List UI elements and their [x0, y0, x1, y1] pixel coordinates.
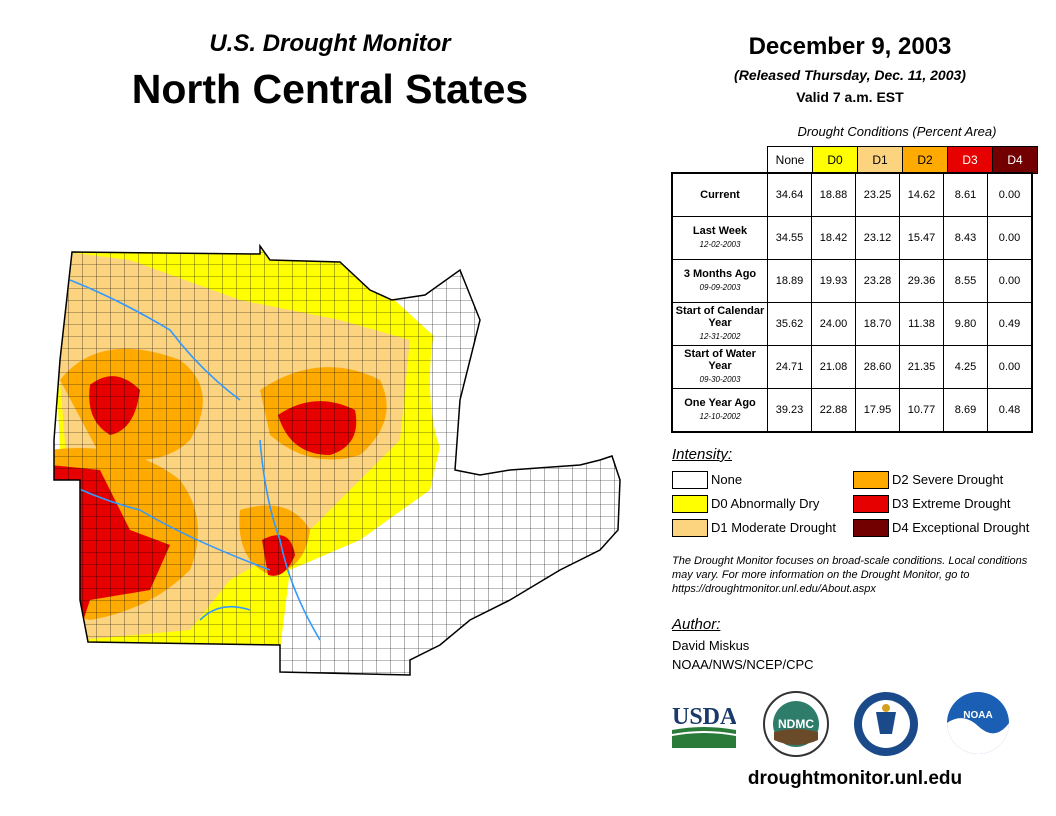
legend-title: Intensity:: [672, 446, 733, 463]
table-row: 3 Months Ago 09-09-2003 18.89 19.93 23.28…: [671, 259, 1033, 303]
row-label: Start of Calendar Year 12-31-2002: [671, 302, 768, 346]
svg-text:USDA: USDA: [672, 704, 736, 730]
legend-label-d1: D1 Moderate Drought: [711, 520, 837, 535]
col-d2: D2: [902, 146, 948, 174]
table-cell: 29.36: [899, 259, 944, 303]
table-cell: 14.62: [899, 172, 944, 217]
author-name: David Miskus: [672, 638, 750, 653]
legend-swatch-d3: [853, 495, 889, 513]
table-row: Start of Water Year 09-30-2003 24.71 21.0…: [671, 345, 1033, 389]
legend-swatch-d4: [853, 519, 889, 537]
ndmc-logo: NDMC: [762, 690, 830, 758]
table-cell: 18.70: [855, 302, 900, 346]
table-cell: 34.55: [767, 216, 812, 260]
legend-swatch-d1: [672, 519, 708, 537]
conditions-header: None D0 D1 D2 D3 D4: [767, 146, 1038, 174]
legend-label-d4: D4 Exceptional Drought: [892, 520, 1030, 535]
legend-label-d3: D3 Extreme Drought: [892, 496, 1011, 511]
svg-text:NOAA: NOAA: [963, 710, 992, 721]
table-cell: 4.25: [943, 345, 988, 389]
table-row: Start of Calendar Year 12-31-2002 35.62 2…: [671, 302, 1033, 346]
author-title: Author:: [672, 616, 721, 633]
doc-seal-logo: [852, 690, 920, 758]
map-subtitle: U.S. Drought Monitor: [209, 30, 451, 57]
table-cell: 18.42: [811, 216, 856, 260]
map-title: North Central States: [131, 66, 529, 112]
table-cell: 0.49: [987, 302, 1033, 346]
table-cell: 34.64: [767, 172, 812, 217]
table-cell: 21.35: [899, 345, 944, 389]
table-cell: 0.00: [987, 259, 1033, 303]
table-cell: 0.48: [987, 388, 1033, 433]
disclaimer-note: The Drought Monitor focuses on broad-sca…: [672, 555, 1028, 595]
table-cell: 8.61: [943, 172, 988, 217]
table-cell: 0.00: [987, 216, 1033, 260]
table-cell: 24.00: [811, 302, 856, 346]
table-cell: 8.55: [943, 259, 988, 303]
row-label: Current: [671, 172, 768, 217]
col-d4: D4: [992, 146, 1038, 174]
row-label: 3 Months Ago 09-09-2003: [671, 259, 768, 303]
noaa-logo: NOAA: [945, 690, 1011, 756]
table-cell: 28.60: [855, 345, 900, 389]
table-row: Current 34.64 18.88 23.25 14.62 8.61 0.0…: [671, 172, 1033, 217]
county-grid: [54, 246, 620, 675]
table-cell: 0.00: [987, 172, 1033, 217]
svg-text:NDMC: NDMC: [778, 717, 814, 731]
table-cell: 9.80: [943, 302, 988, 346]
table-cell: 11.38: [899, 302, 944, 346]
conditions-table: Current 34.64 18.88 23.25 14.62 8.61 0.0…: [671, 172, 1033, 433]
row-label: Last Week 12-02-2003: [671, 216, 768, 260]
col-d1: D1: [857, 146, 903, 174]
rivers: [59, 279, 321, 641]
col-d3: D3: [947, 146, 993, 174]
table-cell: 23.28: [855, 259, 900, 303]
col-none: None: [767, 146, 813, 174]
table-cell: 8.69: [943, 388, 988, 433]
table-cell: 23.12: [855, 216, 900, 260]
row-label: One Year Ago 12-10-2002: [671, 388, 768, 433]
table-cell: 21.08: [811, 345, 856, 389]
table-cell: 10.77: [899, 388, 944, 433]
table-cell: 8.43: [943, 216, 988, 260]
conditions-caption: Drought Conditions (Percent Area): [797, 124, 997, 139]
table-cell: 17.95: [855, 388, 900, 433]
row-label: Start of Water Year 09-30-2003: [671, 345, 768, 389]
drought-map: [40, 240, 640, 685]
valid-time: Valid 7 a.m. EST: [796, 89, 904, 105]
release-date: (Released Thursday, Dec. 11, 2003): [734, 67, 966, 83]
table-row: Last Week 12-02-2003 34.55 18.42 23.12 15…: [671, 216, 1033, 260]
table-cell: 19.93: [811, 259, 856, 303]
website-url: droughtmonitor.unl.edu: [747, 768, 963, 789]
table-cell: 24.71: [767, 345, 812, 389]
table-cell: 15.47: [899, 216, 944, 260]
legend-swatch-d2: [853, 471, 889, 489]
table-cell: 39.23: [767, 388, 812, 433]
table-row: One Year Ago 12-10-2002 39.23 22.88 17.95…: [671, 388, 1033, 433]
table-cell: 22.88: [811, 388, 856, 433]
col-d0: D0: [812, 146, 858, 174]
table-cell: 0.00: [987, 345, 1033, 389]
region-outline: [53, 243, 621, 676]
table-cell: 18.89: [767, 259, 812, 303]
table-cell: 23.25: [855, 172, 900, 217]
usda-logo: USDA: [672, 700, 738, 748]
author-org: NOAA/NWS/NCEP/CPC: [672, 657, 814, 672]
table-cell: 35.62: [767, 302, 812, 346]
map-date: December 9, 2003: [748, 33, 952, 60]
legend-label-d2: D2 Severe Drought: [892, 472, 1004, 487]
legend-swatch-none: [672, 471, 708, 489]
legend-swatch-d0: [672, 495, 708, 513]
table-cell: 18.88: [811, 172, 856, 217]
legend-label-d0: D0 Abnormally Dry: [711, 496, 820, 511]
legend-label-none: None: [711, 472, 743, 487]
